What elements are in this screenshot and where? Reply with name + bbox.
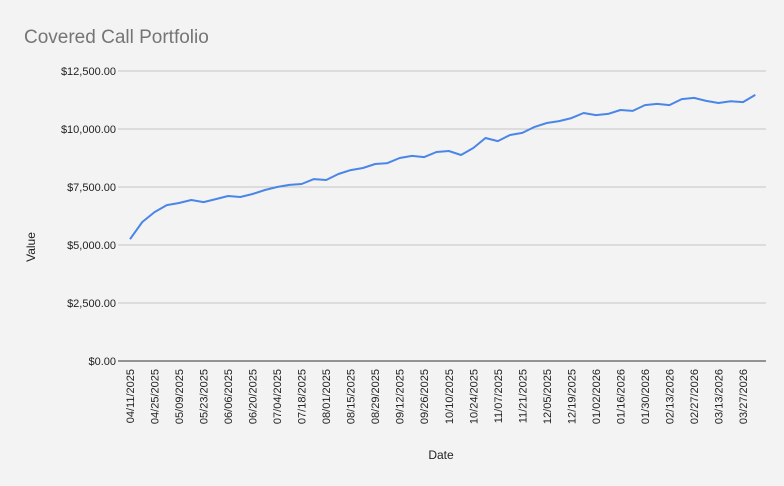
x-tick-label: 04/11/2025 [125, 369, 137, 423]
x-tick-label: 01/30/2026 [640, 369, 652, 424]
chart-title: Covered Call Portfolio [24, 27, 209, 48]
gridlines [118, 70, 766, 362]
x-tick-label: 05/09/2025 [174, 369, 186, 424]
x-tick-label: 01/02/2026 [591, 369, 603, 424]
x-tick-label: 10/24/2025 [468, 369, 480, 424]
x-tick-label: 02/13/2026 [664, 369, 676, 424]
x-tick-label: 04/25/2025 [150, 369, 162, 424]
y-axis-ticks: $0.00 $2,500.00 $5,000.00 $7,500.00 $10,000.… [61, 66, 116, 368]
y-axis-label: Value [24, 232, 38, 262]
x-tick-label: 01/16/2026 [615, 369, 627, 424]
y-tick-label: $12,500.00 [61, 66, 116, 78]
y-tick-label: $0.00 [88, 356, 116, 368]
x-tick-label: 12/05/2025 [542, 369, 554, 424]
x-tick-label: 10/10/2025 [444, 369, 456, 424]
x-tick-label: 07/04/2025 [272, 369, 284, 424]
x-tick-label: 03/13/2026 [713, 369, 725, 424]
x-tick-label: 07/18/2025 [297, 369, 309, 424]
x-axis-ticks: 04/11/2025 04/25/2025 05/09/2025 05/23/2025… [125, 369, 750, 424]
x-tick-label: 09/26/2025 [419, 369, 431, 424]
x-tick-label: 03/27/2026 [738, 369, 750, 424]
y-tick-label: $10,000.00 [61, 124, 116, 136]
x-tick-label: 02/27/2026 [689, 369, 701, 424]
x-tick-label: 06/20/2025 [248, 369, 260, 424]
x-tick-label: 06/06/2025 [223, 369, 235, 424]
y-tick-label: $7,500.00 [67, 182, 116, 194]
x-tick-label: 08/15/2025 [346, 369, 358, 424]
y-tick-label: $2,500.00 [67, 298, 116, 310]
x-tick-label: 11/21/2025 [517, 369, 529, 423]
series-line [129, 94, 756, 240]
y-tick-label: $5,000.00 [67, 240, 116, 252]
x-tick-label: 08/01/2025 [321, 369, 333, 424]
x-tick-label: 08/29/2025 [370, 369, 382, 424]
x-tick-label: 12/19/2025 [566, 369, 578, 424]
x-tick-label: 05/23/2025 [199, 369, 211, 424]
x-tick-label: 11/07/2025 [493, 369, 505, 423]
x-tick-label: 09/12/2025 [395, 369, 407, 424]
x-axis-label: Date [428, 448, 454, 462]
